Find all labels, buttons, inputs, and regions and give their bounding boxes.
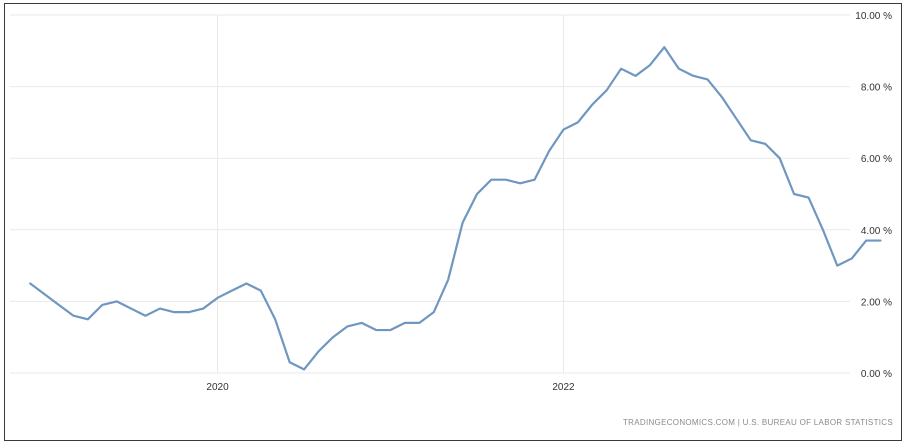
y-tick-label: 8.00 %	[861, 83, 892, 94]
y-tick-label: 4.00 %	[861, 226, 892, 237]
y-tick-label: 0.00 %	[861, 369, 892, 380]
x-tick-label: 2020	[206, 382, 229, 393]
chart-frame	[4, 3, 902, 441]
y-tick-label: 6.00 %	[861, 154, 892, 165]
source-label: TRADINGECONOMICS.COM | U.S. BUREAU OF LA…	[623, 418, 893, 427]
y-tick-label: 2.00 %	[861, 297, 892, 308]
series-line	[29, 46, 882, 371]
x-tick-label: 2022	[552, 382, 575, 393]
y-tick-label: 10.00 %	[855, 11, 892, 22]
